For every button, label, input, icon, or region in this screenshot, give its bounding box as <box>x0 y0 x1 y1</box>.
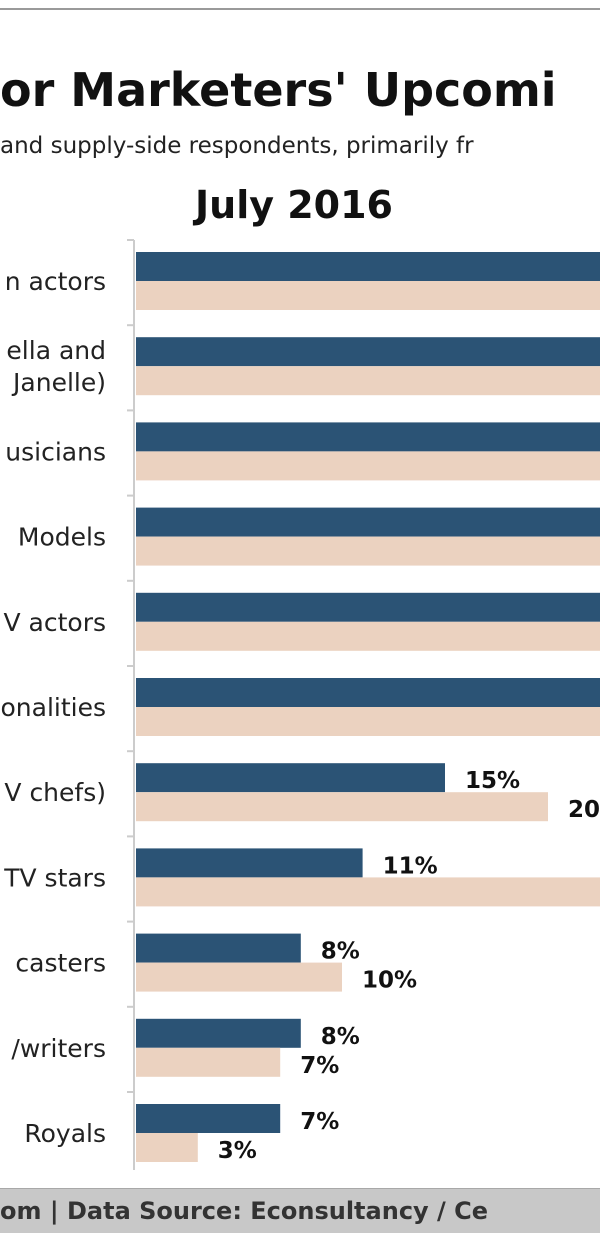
bar-series-b <box>136 1133 198 1162</box>
bar-series-b <box>136 877 600 907</box>
footer-source: om | Data Source: Econsultancy / Ce <box>0 1197 489 1225</box>
chart-subtitle: and supply-side respondents, primarily f… <box>0 133 474 159</box>
bar-series-b <box>136 707 600 736</box>
bar-series-b <box>136 536 600 566</box>
bar-series-b <box>136 281 600 310</box>
category-label: onalities <box>0 693 106 722</box>
bar-series-a <box>136 678 600 707</box>
data-label: 20 <box>568 797 600 823</box>
category-label: ella and Janelle) <box>6 336 106 397</box>
data-label: 3% <box>218 1138 257 1164</box>
category-label: V actors <box>3 608 106 637</box>
bar-series-b <box>136 962 342 992</box>
category-label: V chefs) <box>4 778 106 807</box>
data-label: 10% <box>362 968 417 994</box>
bar-series-a <box>136 1018 301 1048</box>
category-label: casters <box>15 949 106 978</box>
bar-series-b <box>136 1047 281 1077</box>
category-label: Models <box>18 523 106 552</box>
category-label: Royals <box>24 1119 106 1148</box>
bar-series-a <box>136 848 363 878</box>
bar-series-a <box>136 422 600 452</box>
data-label: 15% <box>465 768 520 794</box>
bar-series-b <box>136 451 600 481</box>
date-label: July 2016 <box>0 182 600 228</box>
chart-title: or Marketers' Upcomi <box>0 63 557 117</box>
category-label: TV stars <box>3 863 106 892</box>
bar-series-a <box>136 507 600 537</box>
bar-series-b <box>136 792 548 822</box>
bar-series-b <box>136 621 600 651</box>
bar-series-a <box>136 252 600 281</box>
data-label: 7% <box>300 1109 339 1135</box>
bar-series-a <box>136 1104 281 1133</box>
data-label: 11% <box>383 853 438 879</box>
data-label: 8% <box>321 939 360 965</box>
bar-series-a <box>136 337 600 367</box>
top-divider <box>0 8 600 10</box>
footer-bar: om | Data Source: Econsultancy / Ce <box>0 1188 600 1233</box>
data-label: 7% <box>300 1053 339 1079</box>
bar-series-a <box>136 763 445 793</box>
category-label: /writers <box>11 1034 106 1063</box>
date-label-text: July 2016 <box>195 183 393 227</box>
bar-series-a <box>136 933 301 963</box>
category-label: usicians <box>5 437 106 466</box>
data-label: 8% <box>321 1024 360 1050</box>
category-label: n actors <box>5 267 106 296</box>
bar-series-a <box>136 592 600 622</box>
bar-series-b <box>136 366 600 396</box>
